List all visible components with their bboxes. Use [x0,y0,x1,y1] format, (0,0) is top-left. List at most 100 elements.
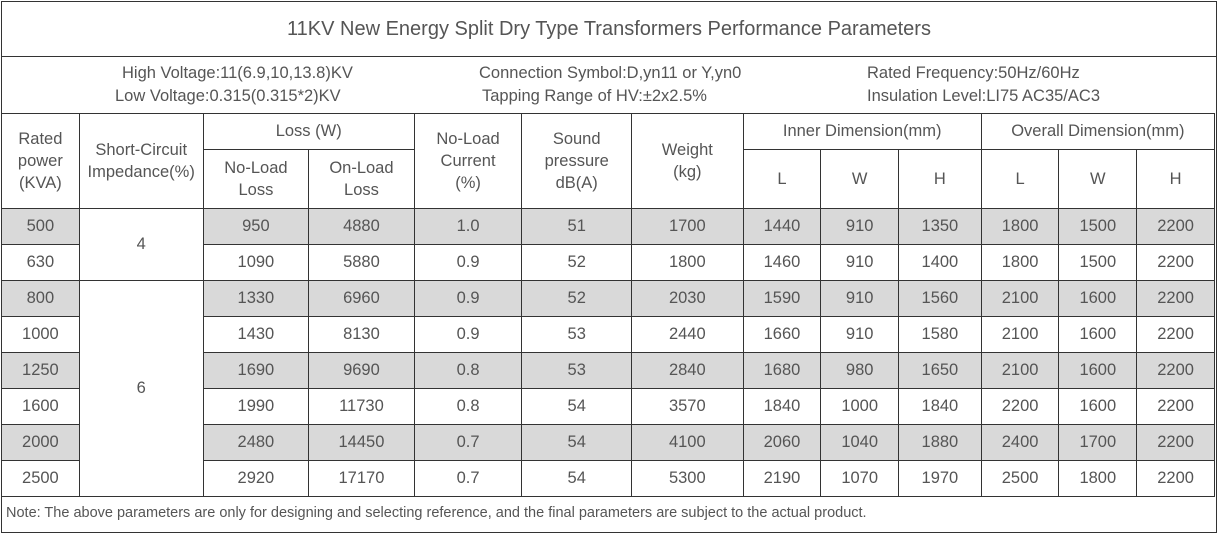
no-load-current-cell: 0.9 [413,244,523,281]
header-inner-w: W [820,149,900,209]
on-load-loss-cell: 4880 [308,208,415,245]
on-load-loss-cell: 14450 [308,424,415,461]
table-row: 500 4 950 4880 1.0 51 1700 1440 910 1350 1800 1500 2… [1,208,1215,281]
sound-pressure-cell: 53 [521,352,633,389]
rated-power-cell: 800 [1,280,80,317]
overall-l-cell: 1800 [980,208,1060,245]
header-weight: Weight (kg) [631,113,744,209]
sound-pressure-cell: 54 [521,424,633,461]
overall-l-cell: 1800 [980,244,1060,281]
overall-l-cell: 2200 [980,388,1060,425]
inner-w-cell: 910 [820,280,900,317]
inner-h-cell: 1560 [898,280,982,317]
weight-cell: 2030 [631,280,744,317]
inner-l-cell: 1660 [742,316,822,353]
on-load-loss-cell: 9690 [308,352,415,389]
overall-h-cell: 2200 [1136,460,1215,497]
overall-w-cell: 1600 [1058,388,1138,425]
inner-l-cell: 1680 [742,352,822,389]
overall-w-cell: 1600 [1058,352,1138,389]
on-load-loss-cell: 8130 [308,316,415,353]
rated-power-cell: 1000 [1,316,80,353]
no-load-current-cell: 0.7 [413,424,523,461]
inner-w-cell: 1040 [820,424,900,461]
overall-h-cell: 2200 [1136,316,1215,353]
weight-cell: 4100 [631,424,744,461]
overall-w-cell: 1800 [1058,460,1138,497]
header-inner-dimension: Inner Dimension(mm) [742,113,982,150]
overall-h-cell: 2200 [1136,208,1215,245]
overall-w-cell: 1600 [1058,316,1138,353]
inner-h-cell: 1880 [898,424,982,461]
weight-cell: 2440 [631,316,744,353]
rated-power-cell: 2000 [1,424,80,461]
inner-l-cell: 1460 [742,244,822,281]
weight-cell: 5300 [631,460,744,497]
header-on-load-loss: On-Load Loss [308,149,415,209]
rated-power-cell: 1250 [1,352,80,389]
inner-h-cell: 1650 [898,352,982,389]
inner-w-cell: 910 [820,244,900,281]
on-load-loss-cell: 17170 [308,460,415,497]
no-load-loss-cell: 1430 [202,316,310,353]
footnote: Note: The above parameters are only for … [6,505,867,521]
no-load-loss-cell: 1330 [202,280,310,317]
rated-power-cell: 2500 [1,460,80,497]
low-voltage-text: Low Voltage:0.315(0.315*2)KV [115,87,341,105]
overall-w-cell: 1500 [1058,244,1138,281]
connection-symbol-text: Connection Symbol:D,yn11 or Y,yn0 [479,64,742,82]
inner-l-cell: 1440 [742,208,822,245]
inner-h-cell: 1970 [898,460,982,497]
frequency-info: Rated Frequency:50Hz/60Hz Insulation Lev… [867,62,1100,120]
on-load-loss-cell: 6960 [308,280,415,317]
sound-pressure-cell: 52 [521,280,633,317]
inner-w-cell: 980 [820,352,900,389]
inner-w-cell: 910 [820,208,900,245]
overall-w-cell: 1500 [1058,208,1138,245]
weight-cell: 1700 [631,208,744,245]
connection-info: Connection Symbol:D,yn11 or Y,yn0 Tappin… [479,62,741,120]
header-no-load-current: No-Load Current (%) [413,113,523,209]
no-load-loss-cell: 2480 [202,424,310,461]
header-inner-h: H [898,149,982,209]
page-title: 11KV New Energy Split Dry Type Transform… [2,2,1216,57]
inner-h-cell: 1580 [898,316,982,353]
header-short-circuit: Short-Circuit Impedance(%) [78,113,204,209]
header-inner-l: L [742,149,822,209]
sound-pressure-cell: 53 [521,316,633,353]
no-load-loss-cell: 950 [202,208,310,245]
inner-w-cell: 910 [820,316,900,353]
overall-l-cell: 2100 [980,280,1060,317]
no-load-current-cell: 0.7 [413,460,523,497]
tapping-range-text: Tapping Range of HV:±2x2.5% [482,87,707,105]
no-load-current-cell: 0.9 [413,316,523,353]
weight-cell: 1800 [631,244,744,281]
impedance-cell: 6 [78,280,204,497]
overall-l-cell: 2100 [980,352,1060,389]
table-row: 1000 1430 8130 0.9 53 2440 1660 910 1580 2100 1600… [1,316,1215,353]
overall-h-cell: 2200 [1136,424,1215,461]
no-load-current-cell: 0.8 [413,352,523,389]
sound-pressure-cell: 51 [521,208,633,245]
voltage-info: High Voltage:11(6.9,10,13.8)KV Low Volta… [115,62,353,120]
rated-power-cell: 500 [1,208,80,245]
no-load-loss-cell: 1990 [202,388,310,425]
header-sound-pressure: Sound pressure dB(A) [521,113,633,209]
header-overall-l: L [980,149,1060,209]
weight-cell: 2840 [631,352,744,389]
table-row: 2000 2480 14450 0.7 54 4100 2060 1040 1880 2400 17… [1,424,1215,461]
high-voltage-text: High Voltage:11(6.9,10,13.8)KV [122,64,353,82]
on-load-loss-cell: 11730 [308,388,415,425]
table-row: 2500 2920 17170 0.7 54 5300 2190 1070 1970 2500 18… [1,460,1215,497]
rated-power-cell: 1600 [1,388,80,425]
overall-h-cell: 2200 [1136,352,1215,389]
inner-w-cell: 1000 [820,388,900,425]
inner-l-cell: 1590 [742,280,822,317]
overall-h-cell: 2200 [1136,280,1215,317]
insulation-level-text: Insulation Level:LI75 AC35/AC3 [867,87,1100,105]
overall-l-cell: 2100 [980,316,1060,353]
header-overall-dimension: Overall Dimension(mm) [980,113,1216,150]
table-row: 630 1090 5880 0.9 52 1800 1460 910 1400 1800 1500 2… [1,244,1215,281]
header-rated-power: Rated power (KVA) [1,113,80,209]
